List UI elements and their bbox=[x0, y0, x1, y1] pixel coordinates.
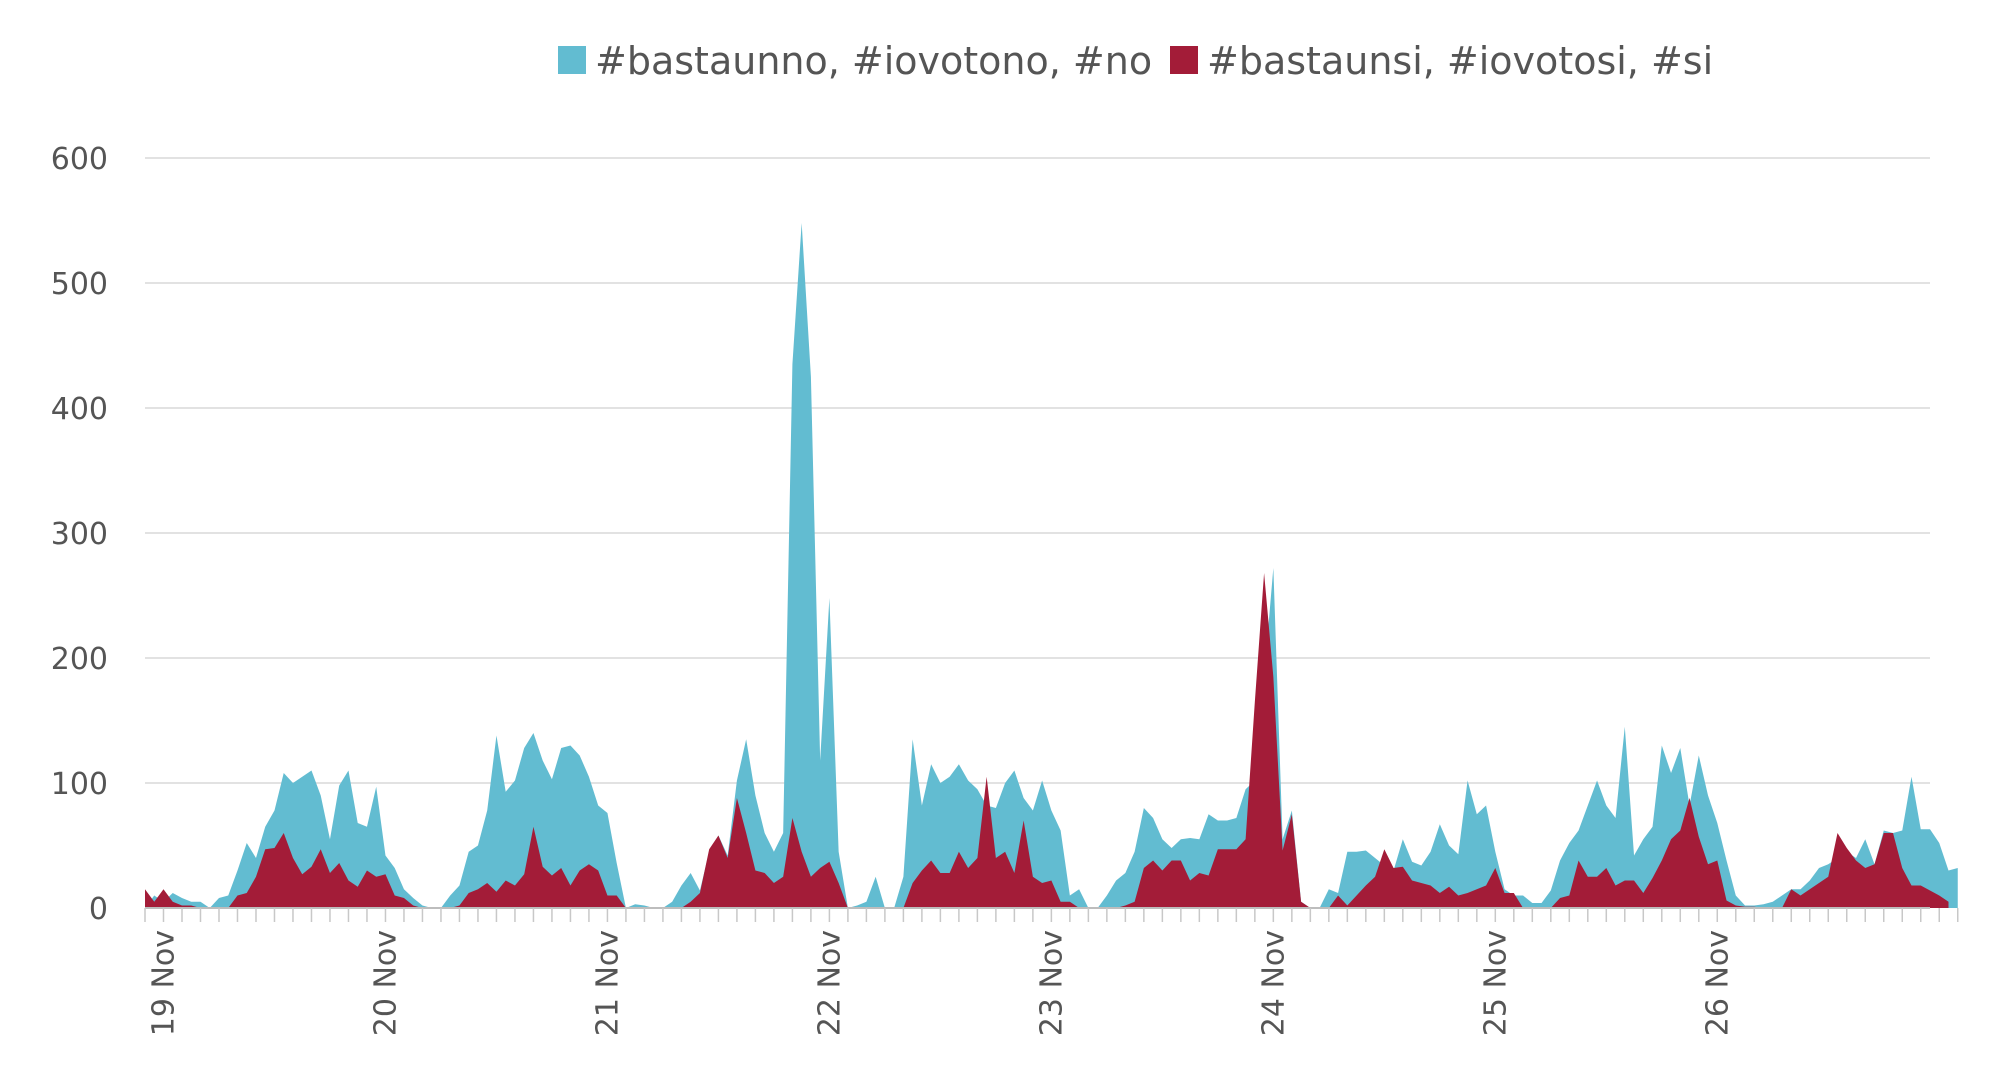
grid-layer bbox=[145, 157, 1930, 784]
y-tick-label-300: 300 bbox=[51, 517, 108, 552]
axis-layer: 0 100 200 300 400 500 600 19 Nov 20 Nov 21 Nov 22 … bbox=[51, 142, 1959, 1036]
legend-swatch-si bbox=[1170, 46, 1198, 74]
y-tick-label-600: 600 bbox=[51, 142, 108, 177]
x-tick-label-6: 25 Nov bbox=[1478, 930, 1513, 1036]
x-tick-label-2: 21 Nov bbox=[590, 930, 625, 1036]
x-tick-label-0: 19 Nov bbox=[147, 930, 182, 1036]
y-tick-label-500: 500 bbox=[51, 267, 108, 302]
x-tick-label-4: 23 Nov bbox=[1034, 930, 1069, 1036]
x-tick-label-5: 24 Nov bbox=[1256, 930, 1291, 1036]
x-tick-label-1: 20 Nov bbox=[368, 930, 403, 1036]
y-tick-label-200: 200 bbox=[51, 642, 108, 677]
legend: #bastaunno, #iovotono, #no #bastaunsi, #… bbox=[558, 39, 1713, 83]
area-series-0 bbox=[145, 223, 1958, 908]
area-series-1 bbox=[145, 573, 1949, 908]
x-tick-label-7: 26 Nov bbox=[1700, 930, 1735, 1036]
legend-swatch-no bbox=[558, 46, 586, 74]
y-tick-label-400: 400 bbox=[51, 392, 108, 427]
y-tick-label-0: 0 bbox=[89, 892, 108, 927]
x-tick-label-3: 22 Nov bbox=[812, 930, 847, 1036]
legend-label-no: #bastaunno, #iovotono, #no bbox=[595, 39, 1152, 83]
legend-label-si: #bastaunsi, #iovotosi, #si bbox=[1207, 39, 1713, 83]
area-layer bbox=[145, 223, 1958, 908]
y-tick-label-100: 100 bbox=[51, 767, 108, 802]
